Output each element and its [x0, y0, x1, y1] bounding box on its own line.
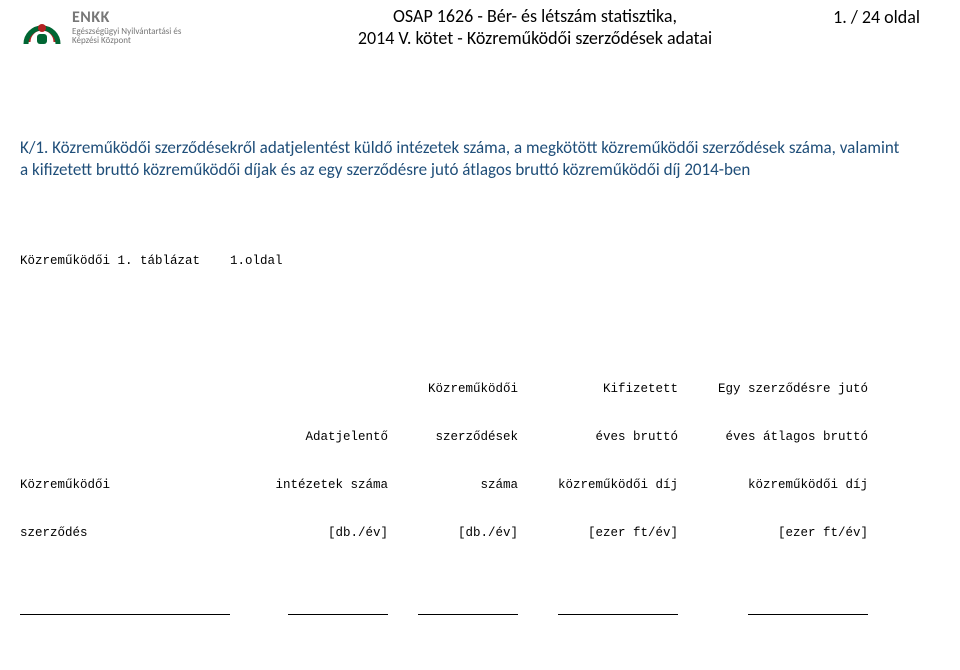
- col-header: [ezer ft/év]: [518, 525, 678, 541]
- title-line-1: OSAP 1626 - Bér- és létszám statisztika,: [270, 6, 800, 28]
- col-header: közreműködői díj: [518, 477, 678, 493]
- col-header: Egy szerződésre jutó: [678, 381, 868, 397]
- col-header: száma: [388, 477, 518, 493]
- logo-title: ENKK: [72, 10, 181, 27]
- logo-text: ENKK Egészségügyi Nyilvántartási és Képz…: [72, 8, 181, 46]
- title-line-2: 2014 V. kötet - Közreműködői szerződések…: [270, 28, 800, 50]
- col-header: Közreműködői: [388, 381, 518, 397]
- data-table: Közreműködői 1. táblázat 1.oldal Közremű…: [20, 221, 920, 670]
- section-title: K/1. Közreműködői szerződésekről adatjel…: [20, 137, 920, 181]
- enkk-logo-icon: [20, 8, 64, 57]
- page-number: 1. / 24 oldal: [800, 6, 920, 28]
- logo-block: ENKK Egészségügyi Nyilvántartási és Képz…: [20, 6, 270, 57]
- col-header: Kifizetett: [518, 381, 678, 397]
- page-header: ENKK Egészségügyi Nyilvántartási és Képz…: [20, 6, 920, 57]
- table-header-row: Adatjelentő szerződések éves bruttó éves…: [20, 429, 920, 445]
- logo-subtitle-2: Képzési Központ: [72, 36, 181, 45]
- col-header: [20, 381, 248, 397]
- col-header: éves bruttó: [518, 429, 678, 445]
- table-header-row: szerződés [db./év] [db./év] [ezer ft/év]…: [20, 525, 920, 541]
- col-header: intézetek száma: [248, 477, 388, 493]
- col-header: szerződések: [388, 429, 518, 445]
- col-header: közreműködői díj: [678, 477, 868, 493]
- col-header: [20, 429, 248, 445]
- col-header: szerződés: [20, 525, 248, 541]
- table-rule: [20, 605, 920, 621]
- col-header: [ezer ft/év]: [678, 525, 868, 541]
- table-caption: Közreműködői 1. táblázat 1.oldal: [20, 253, 920, 269]
- col-header: [248, 381, 388, 397]
- col-header: Közreműködői: [20, 477, 248, 493]
- document-title: OSAP 1626 - Bér- és létszám statisztika,…: [270, 6, 800, 49]
- col-header: [db./év]: [248, 525, 388, 541]
- table-header-row: Közreműködői intézetek száma száma közre…: [20, 477, 920, 493]
- col-header: éves átlagos bruttó: [678, 429, 868, 445]
- page: ENKK Egészségügyi Nyilvántartási és Képz…: [0, 0, 960, 670]
- col-header: Adatjelentő: [248, 429, 388, 445]
- col-header: [db./év]: [388, 525, 518, 541]
- table-header-row: Közreműködői Kifizetett Egy szerződésre …: [20, 381, 920, 397]
